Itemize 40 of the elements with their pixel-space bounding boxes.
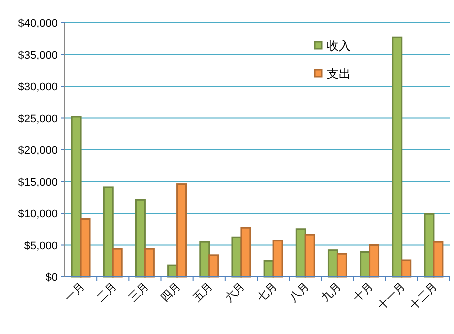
- y-tick-label: $40,000: [18, 18, 58, 30]
- bar: [144, 248, 155, 278]
- x-tick-label: 十一月: [375, 280, 408, 312]
- x-tick-label: 二月: [95, 280, 120, 305]
- legend-label: 支出: [327, 67, 351, 81]
- legend-label: 收入: [327, 39, 351, 53]
- bar: [80, 218, 91, 278]
- bar: [112, 248, 123, 278]
- x-tick-label: 十二月: [408, 280, 440, 312]
- y-tick-label: $10,000: [18, 208, 58, 220]
- y-tick-label: $20,000: [18, 145, 58, 157]
- x-tick-label: 三月: [127, 280, 152, 305]
- bar: [272, 240, 284, 278]
- x-tick-label: 八月: [288, 280, 312, 305]
- bar: [369, 244, 380, 278]
- x-tick-label: 六月: [222, 280, 248, 305]
- x-tick-label: 九月: [319, 280, 344, 305]
- y-tick-label: $30,000: [18, 82, 58, 94]
- bar: [304, 234, 316, 278]
- x-tick-label: 四月: [159, 280, 184, 305]
- bar: [135, 199, 146, 278]
- bar: [392, 36, 403, 278]
- y-tick-label: $5,000: [24, 240, 58, 252]
- x-tick-label: 十月: [351, 280, 376, 305]
- bar: [424, 213, 435, 278]
- bar: [336, 253, 348, 278]
- y-tick-label: $35,000: [18, 50, 58, 62]
- bar: [401, 260, 412, 278]
- bar: [103, 186, 114, 278]
- x-tick-label: 一月: [63, 280, 88, 305]
- y-tick-label: $15,000: [18, 176, 58, 189]
- bar: [208, 254, 220, 278]
- y-tick-label: $0: [46, 272, 58, 284]
- y-tick-label: $25,000: [18, 113, 58, 126]
- bar: [240, 227, 252, 278]
- bar: [176, 184, 188, 278]
- x-tick-label: 七月: [254, 280, 280, 305]
- x-tick-label: 五月: [191, 280, 216, 305]
- bar: [433, 241, 444, 278]
- bar: [71, 116, 82, 278]
